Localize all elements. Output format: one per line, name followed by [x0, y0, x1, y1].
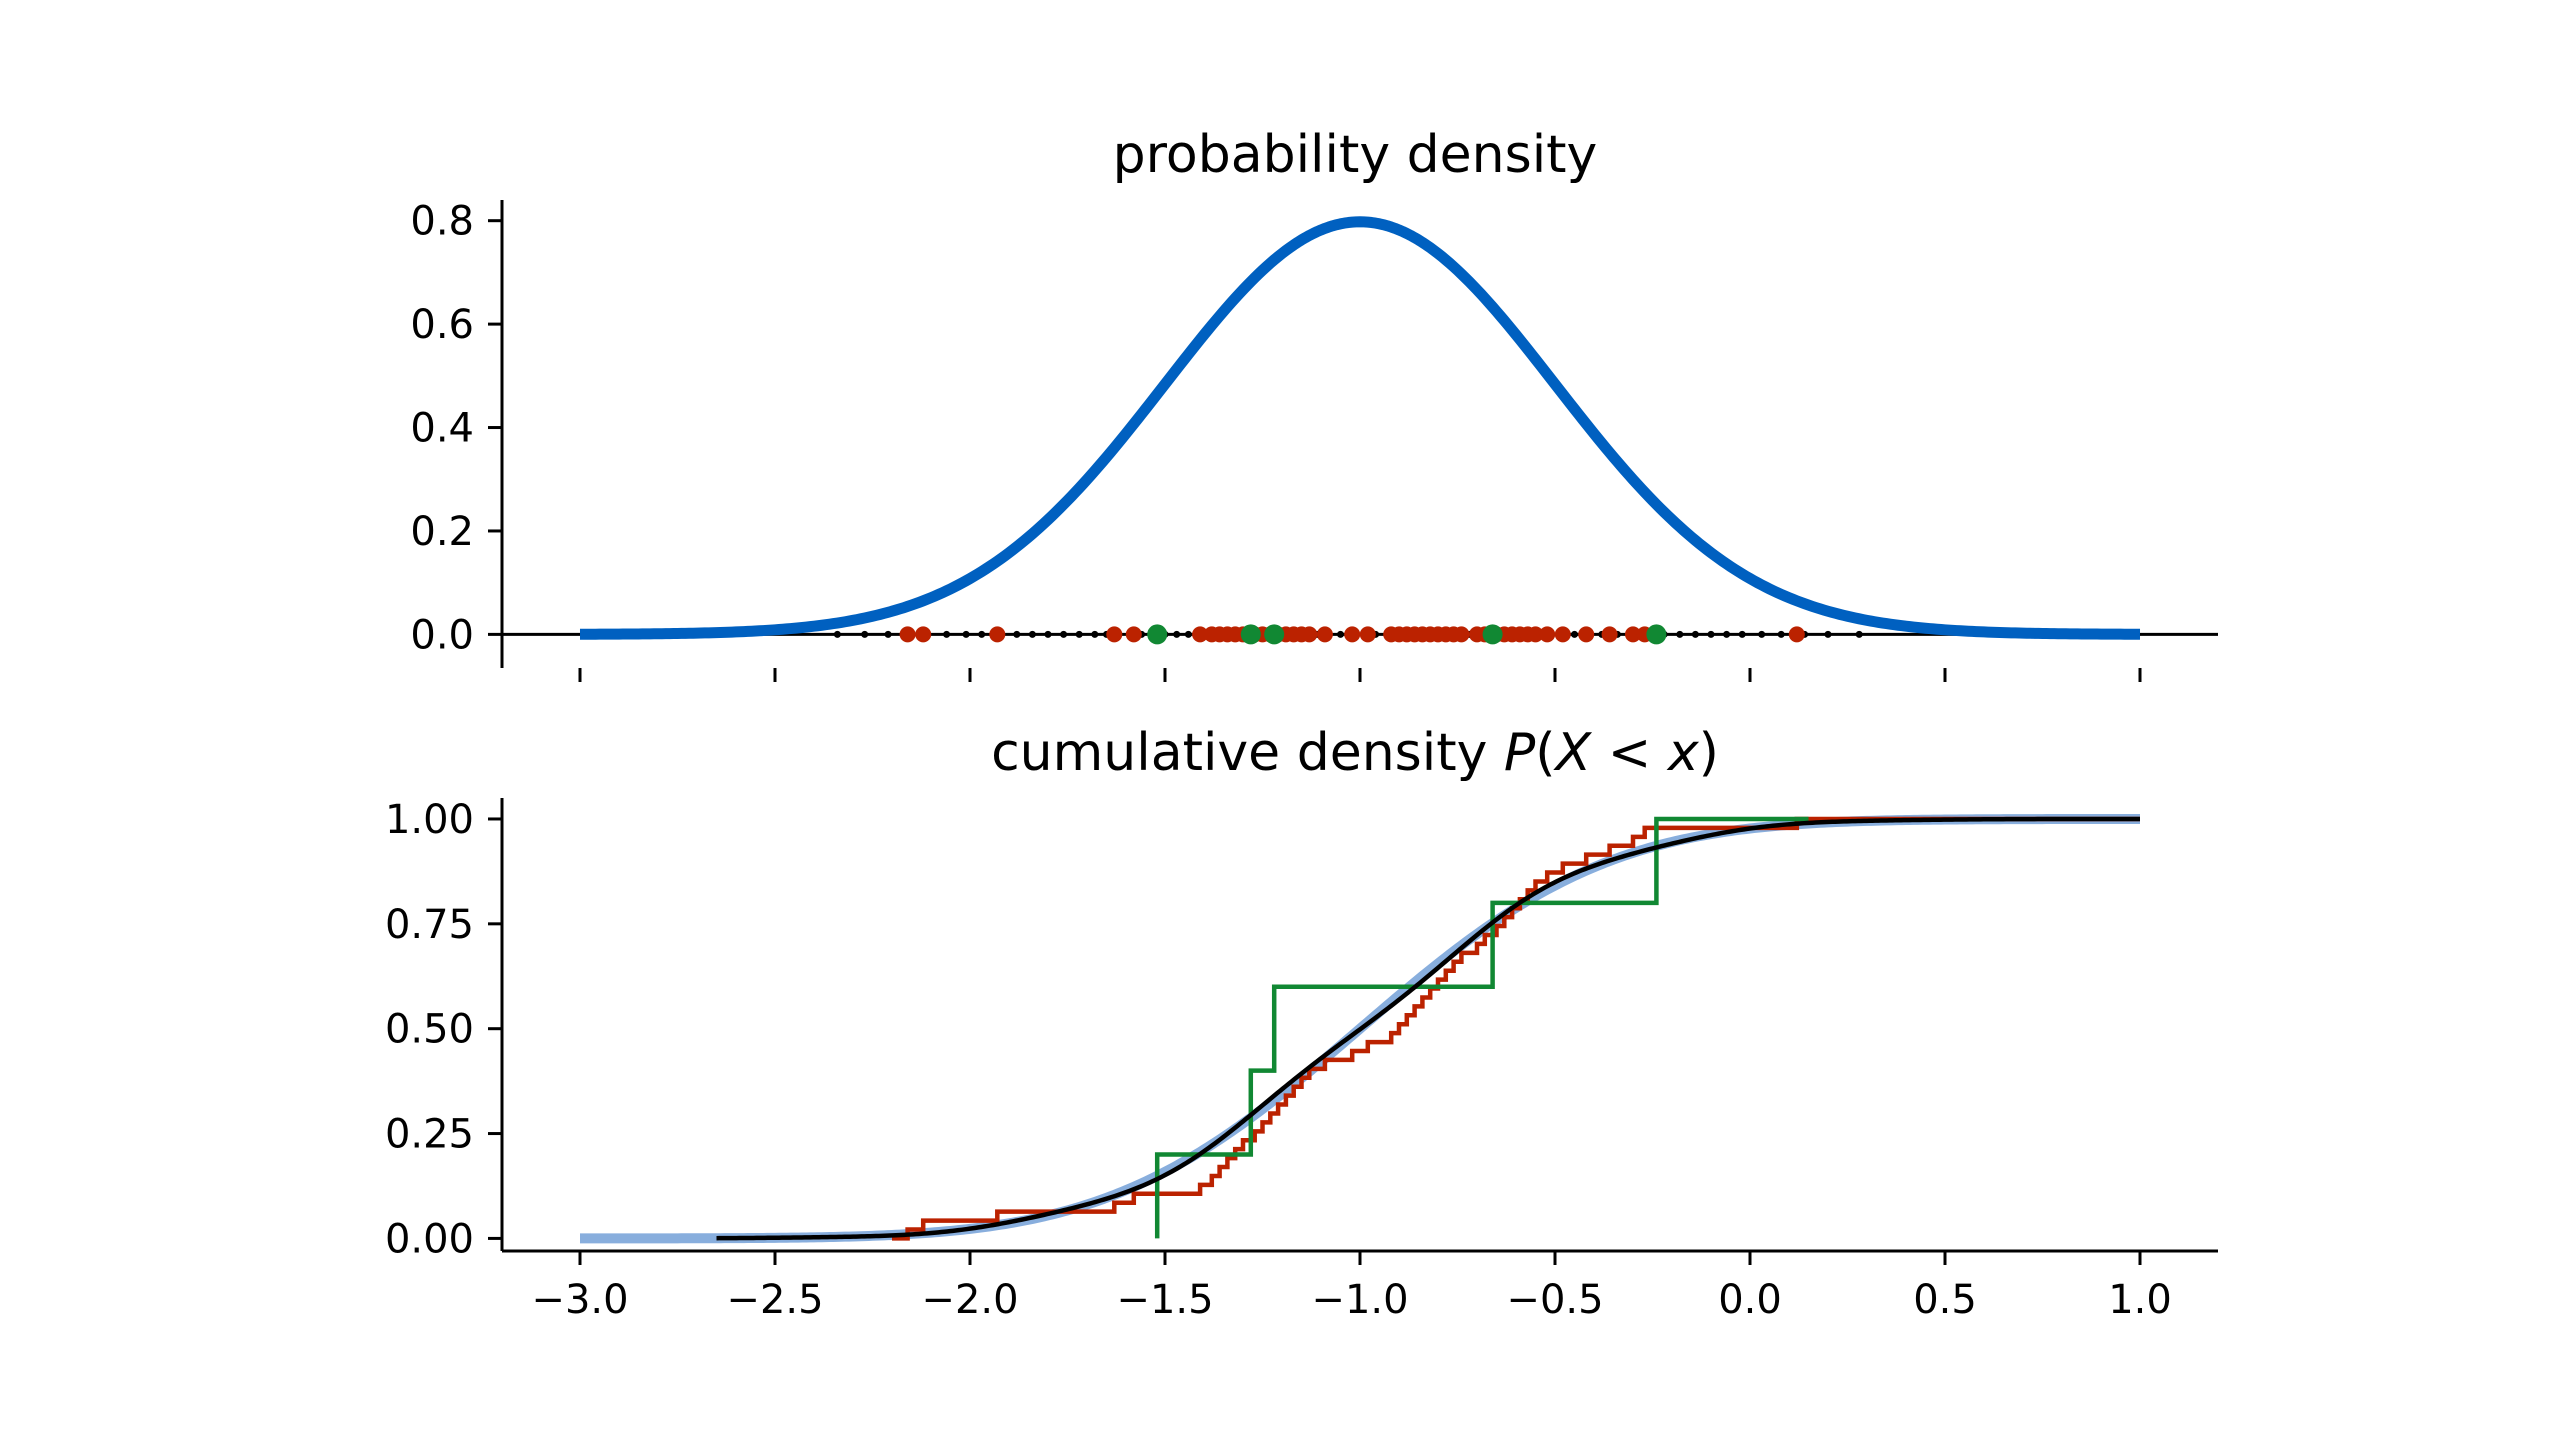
ecdf-small-line — [1154, 816, 1809, 1239]
pdf-x-axis — [502, 632, 2218, 682]
y-tick-label: 1.00 — [385, 797, 474, 843]
sample-point-medium — [1192, 626, 1209, 643]
sample-point-medium — [1578, 626, 1595, 643]
sample-point-large — [1691, 630, 1699, 638]
sample-point-medium — [1301, 626, 1318, 643]
pdf-title: probability density — [1113, 125, 1598, 185]
sample-point-large — [1777, 630, 1785, 638]
pdf-curve — [578, 216, 2142, 640]
pdf-panel: probability density 0.0 0.2 0.4 0.6 0.8 — [410, 125, 2218, 682]
sample-point-large — [1013, 630, 1021, 638]
sample-point-small — [1482, 624, 1503, 645]
y-tick-label: 0.6 — [410, 302, 474, 348]
sample-point-large — [1855, 630, 1863, 638]
sample-point-large — [1028, 630, 1036, 638]
cdf-x-axis: −3.0 −2.5 −2.0 −1.5 −1.0 −0.5 0.0 0.5 1.0 — [502, 1249, 2218, 1323]
ecdf-medium-line — [892, 816, 2140, 1241]
sample-point-medium — [1788, 626, 1805, 643]
sample-point-medium — [1316, 626, 1333, 643]
sample-point-large — [833, 630, 841, 638]
ecdf-large-line — [716, 816, 2141, 1241]
x-tick-label: −2.0 — [921, 1277, 1018, 1323]
sample-point-large — [1707, 630, 1715, 638]
sample-point-large — [1758, 630, 1766, 638]
pdf-y-axis: 0.0 0.2 0.4 0.6 0.8 — [410, 199, 504, 668]
sample-point-medium — [989, 626, 1006, 643]
y-tick-label: 0.00 — [385, 1216, 474, 1262]
x-tick-label: −0.5 — [1506, 1277, 1603, 1323]
y-tick-label: 0.25 — [385, 1112, 474, 1158]
sample-point-medium — [1554, 626, 1571, 643]
sample-point-large — [962, 630, 970, 638]
sample-point-medium — [915, 626, 932, 643]
sample-point-large — [1044, 630, 1052, 638]
sample-point-medium — [1359, 626, 1376, 643]
y-tick-label: 0.75 — [385, 902, 474, 948]
sample-point-large — [1060, 630, 1068, 638]
sample-point-large — [1676, 630, 1684, 638]
sample-point-medium — [1453, 626, 1470, 643]
sample-point-large — [1571, 630, 1578, 638]
x-tick-label: −1.5 — [1116, 1277, 1213, 1323]
x-tick-label: 0.5 — [1913, 1277, 1977, 1323]
x-tick-label: −3.0 — [531, 1277, 628, 1323]
y-tick-label: 0.4 — [410, 406, 474, 452]
sample-point-large — [1738, 630, 1746, 638]
sample-point-medium — [1601, 626, 1618, 643]
sample-point-medium — [1125, 626, 1142, 643]
sample-point-medium — [899, 626, 916, 643]
sample-point-small — [1147, 624, 1168, 645]
y-tick-label: 0.0 — [410, 612, 474, 658]
sample-point-medium — [1625, 626, 1641, 643]
sample-point-large — [1075, 630, 1083, 638]
y-tick-label: 0.2 — [410, 509, 474, 555]
pdf-series — [578, 216, 2142, 640]
sample-point-small — [1240, 624, 1261, 645]
sample-point-medium — [1539, 626, 1556, 643]
sample-point-large — [861, 630, 869, 638]
sample-point-large — [1173, 630, 1181, 638]
cdf-y-axis: 0.00 0.25 0.50 0.75 1.00 — [385, 797, 504, 1262]
x-tick-label: −1.0 — [1311, 1277, 1408, 1323]
x-tick-label: −2.5 — [726, 1277, 823, 1323]
sample-point-large — [943, 630, 951, 638]
sample-point-large — [1091, 630, 1099, 638]
sample-point-large — [1337, 630, 1344, 638]
sample-point-medium — [1106, 626, 1123, 643]
cdf-series — [580, 813, 2141, 1244]
sample-point-small — [1646, 624, 1667, 645]
y-tick-label: 0.50 — [385, 1007, 474, 1053]
sample-point-medium — [1527, 626, 1544, 643]
sample-point-small — [1264, 624, 1285, 645]
cdf-panel: cumulative density P(X < x) 0.000.250.50… — [385, 723, 2218, 1323]
x-tick-label: 0.0 — [1718, 1277, 1782, 1323]
sample-point-medium — [1344, 626, 1361, 643]
x-tick-label: 1.0 — [2108, 1277, 2172, 1323]
sample-point-large — [884, 630, 892, 638]
sample-point-large — [1184, 630, 1192, 638]
pdf-sample-points — [833, 624, 1863, 645]
sample-point-large — [1824, 630, 1832, 638]
cdf-title: cumulative density P(X < x) — [991, 723, 1719, 783]
sample-point-large — [1723, 630, 1731, 638]
sample-point-large — [978, 630, 986, 638]
y-tick-label: 0.8 — [410, 199, 474, 245]
